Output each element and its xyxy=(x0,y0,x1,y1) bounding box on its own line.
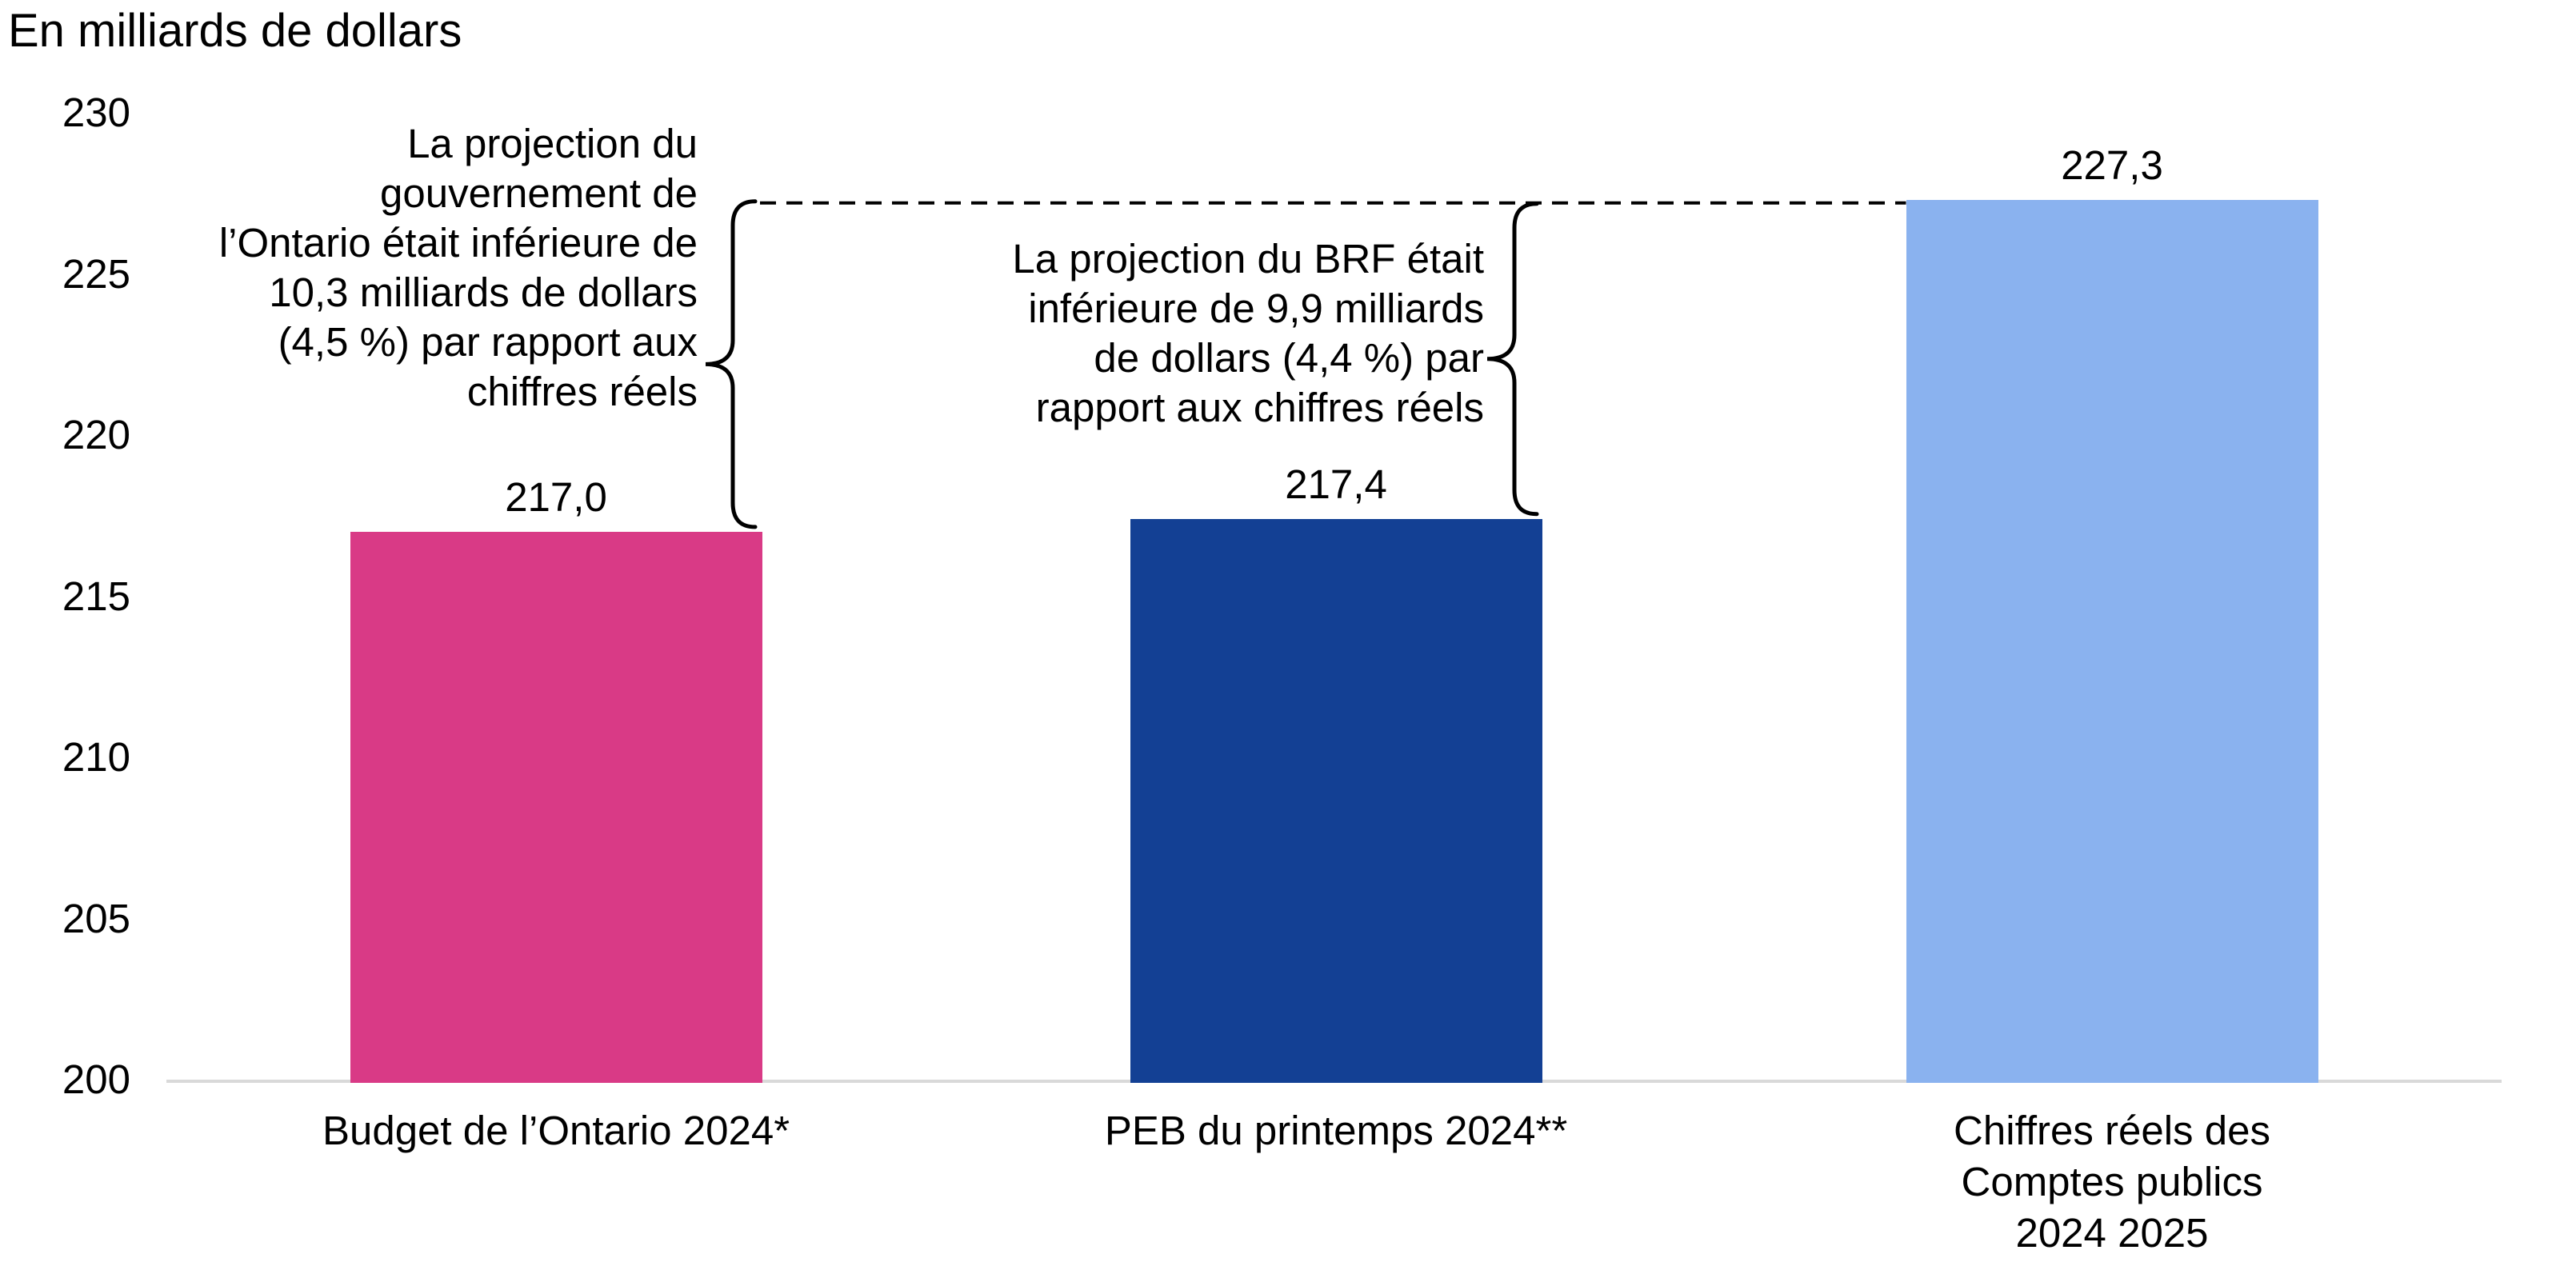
bar-value-label: 217,0 xyxy=(505,473,607,520)
y-axis-tick-label: 205 xyxy=(62,895,130,941)
bar-budget-ontario-2024 xyxy=(350,531,762,1083)
bar-value-label: 227,3 xyxy=(2061,142,2163,188)
x-axis-category-label: PEB du printemps 2024** xyxy=(1104,1108,1568,1153)
curly-brace-budget-gap xyxy=(705,199,758,529)
annotation-government-projection: La projection du gouvernement de l’Ontar… xyxy=(218,121,698,414)
bar-value-label: 217,4 xyxy=(1285,461,1387,507)
y-axis-tick-label: 200 xyxy=(62,1056,130,1102)
annotation-brf-projection: La projection du BRF était inférieure de… xyxy=(1012,236,1484,430)
bar-chiffres-reels-comptes-publics xyxy=(1906,199,2318,1083)
y-axis-tick-label: 230 xyxy=(62,90,130,135)
y-axis-tick-label: 225 xyxy=(62,250,130,297)
x-axis-category-label: Chiffres réels des Comptes publics 2024 … xyxy=(1954,1108,2270,1256)
y-axis-tick-label: 210 xyxy=(62,734,130,780)
curly-brace-brf-gap xyxy=(1486,202,1539,517)
y-axis-tick-label: 215 xyxy=(62,573,130,619)
bar-peb-printemps-2024 xyxy=(1130,518,1542,1083)
x-axis-category-label: Budget de l’Ontario 2024* xyxy=(322,1108,790,1153)
y-axis-tick-label: 220 xyxy=(62,412,130,457)
chart-title: En milliards de dollars xyxy=(8,5,462,57)
